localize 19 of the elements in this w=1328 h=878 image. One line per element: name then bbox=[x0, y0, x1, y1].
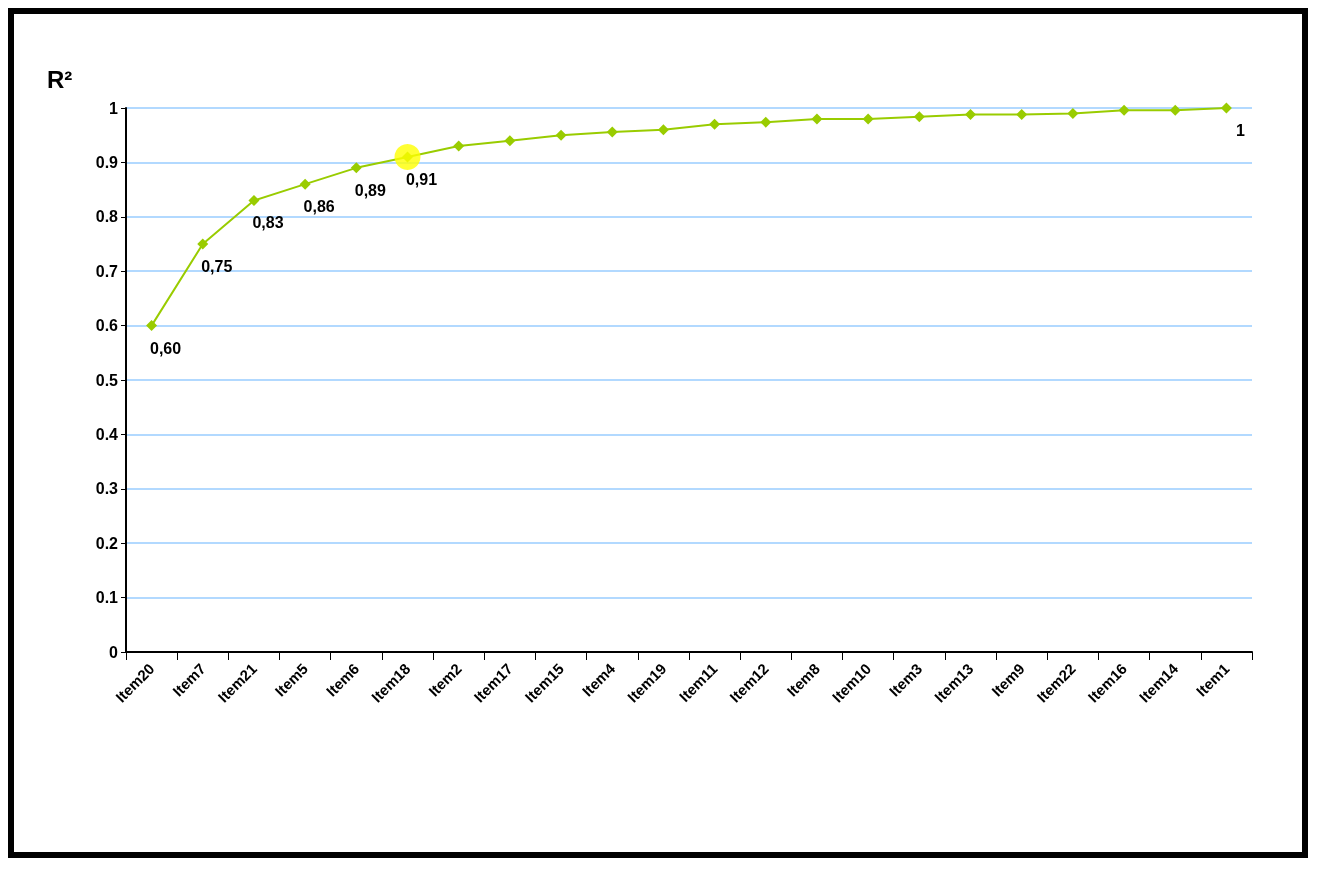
y-tick-label: 0 bbox=[109, 643, 119, 661]
data-label: 0,91 bbox=[405, 170, 438, 188]
y-tick-label: 0.2 bbox=[95, 534, 119, 552]
y-tick-label: 0.4 bbox=[95, 425, 119, 443]
data-label: 0,89 bbox=[354, 181, 386, 199]
data-label: 0,83 bbox=[252, 214, 284, 232]
data-label: 0,75 bbox=[201, 258, 233, 275]
y-tick-label: 0.8 bbox=[95, 208, 119, 226]
y-axis-title: R² bbox=[47, 65, 73, 93]
y-tick-label: 1 bbox=[109, 99, 119, 117]
y-tick-label: 0.5 bbox=[95, 371, 119, 389]
data-label: 1 bbox=[1235, 122, 1245, 139]
y-tick-label: 0.9 bbox=[95, 153, 119, 171]
data-label: 0,60 bbox=[150, 339, 182, 357]
y-tick-label: 0.6 bbox=[95, 317, 119, 335]
y-tick-label: 0.3 bbox=[95, 480, 119, 498]
y-tick-label: 0.1 bbox=[95, 589, 119, 607]
y-tick-label: 0.7 bbox=[95, 262, 119, 280]
data-label: 0,86 bbox=[303, 198, 335, 216]
